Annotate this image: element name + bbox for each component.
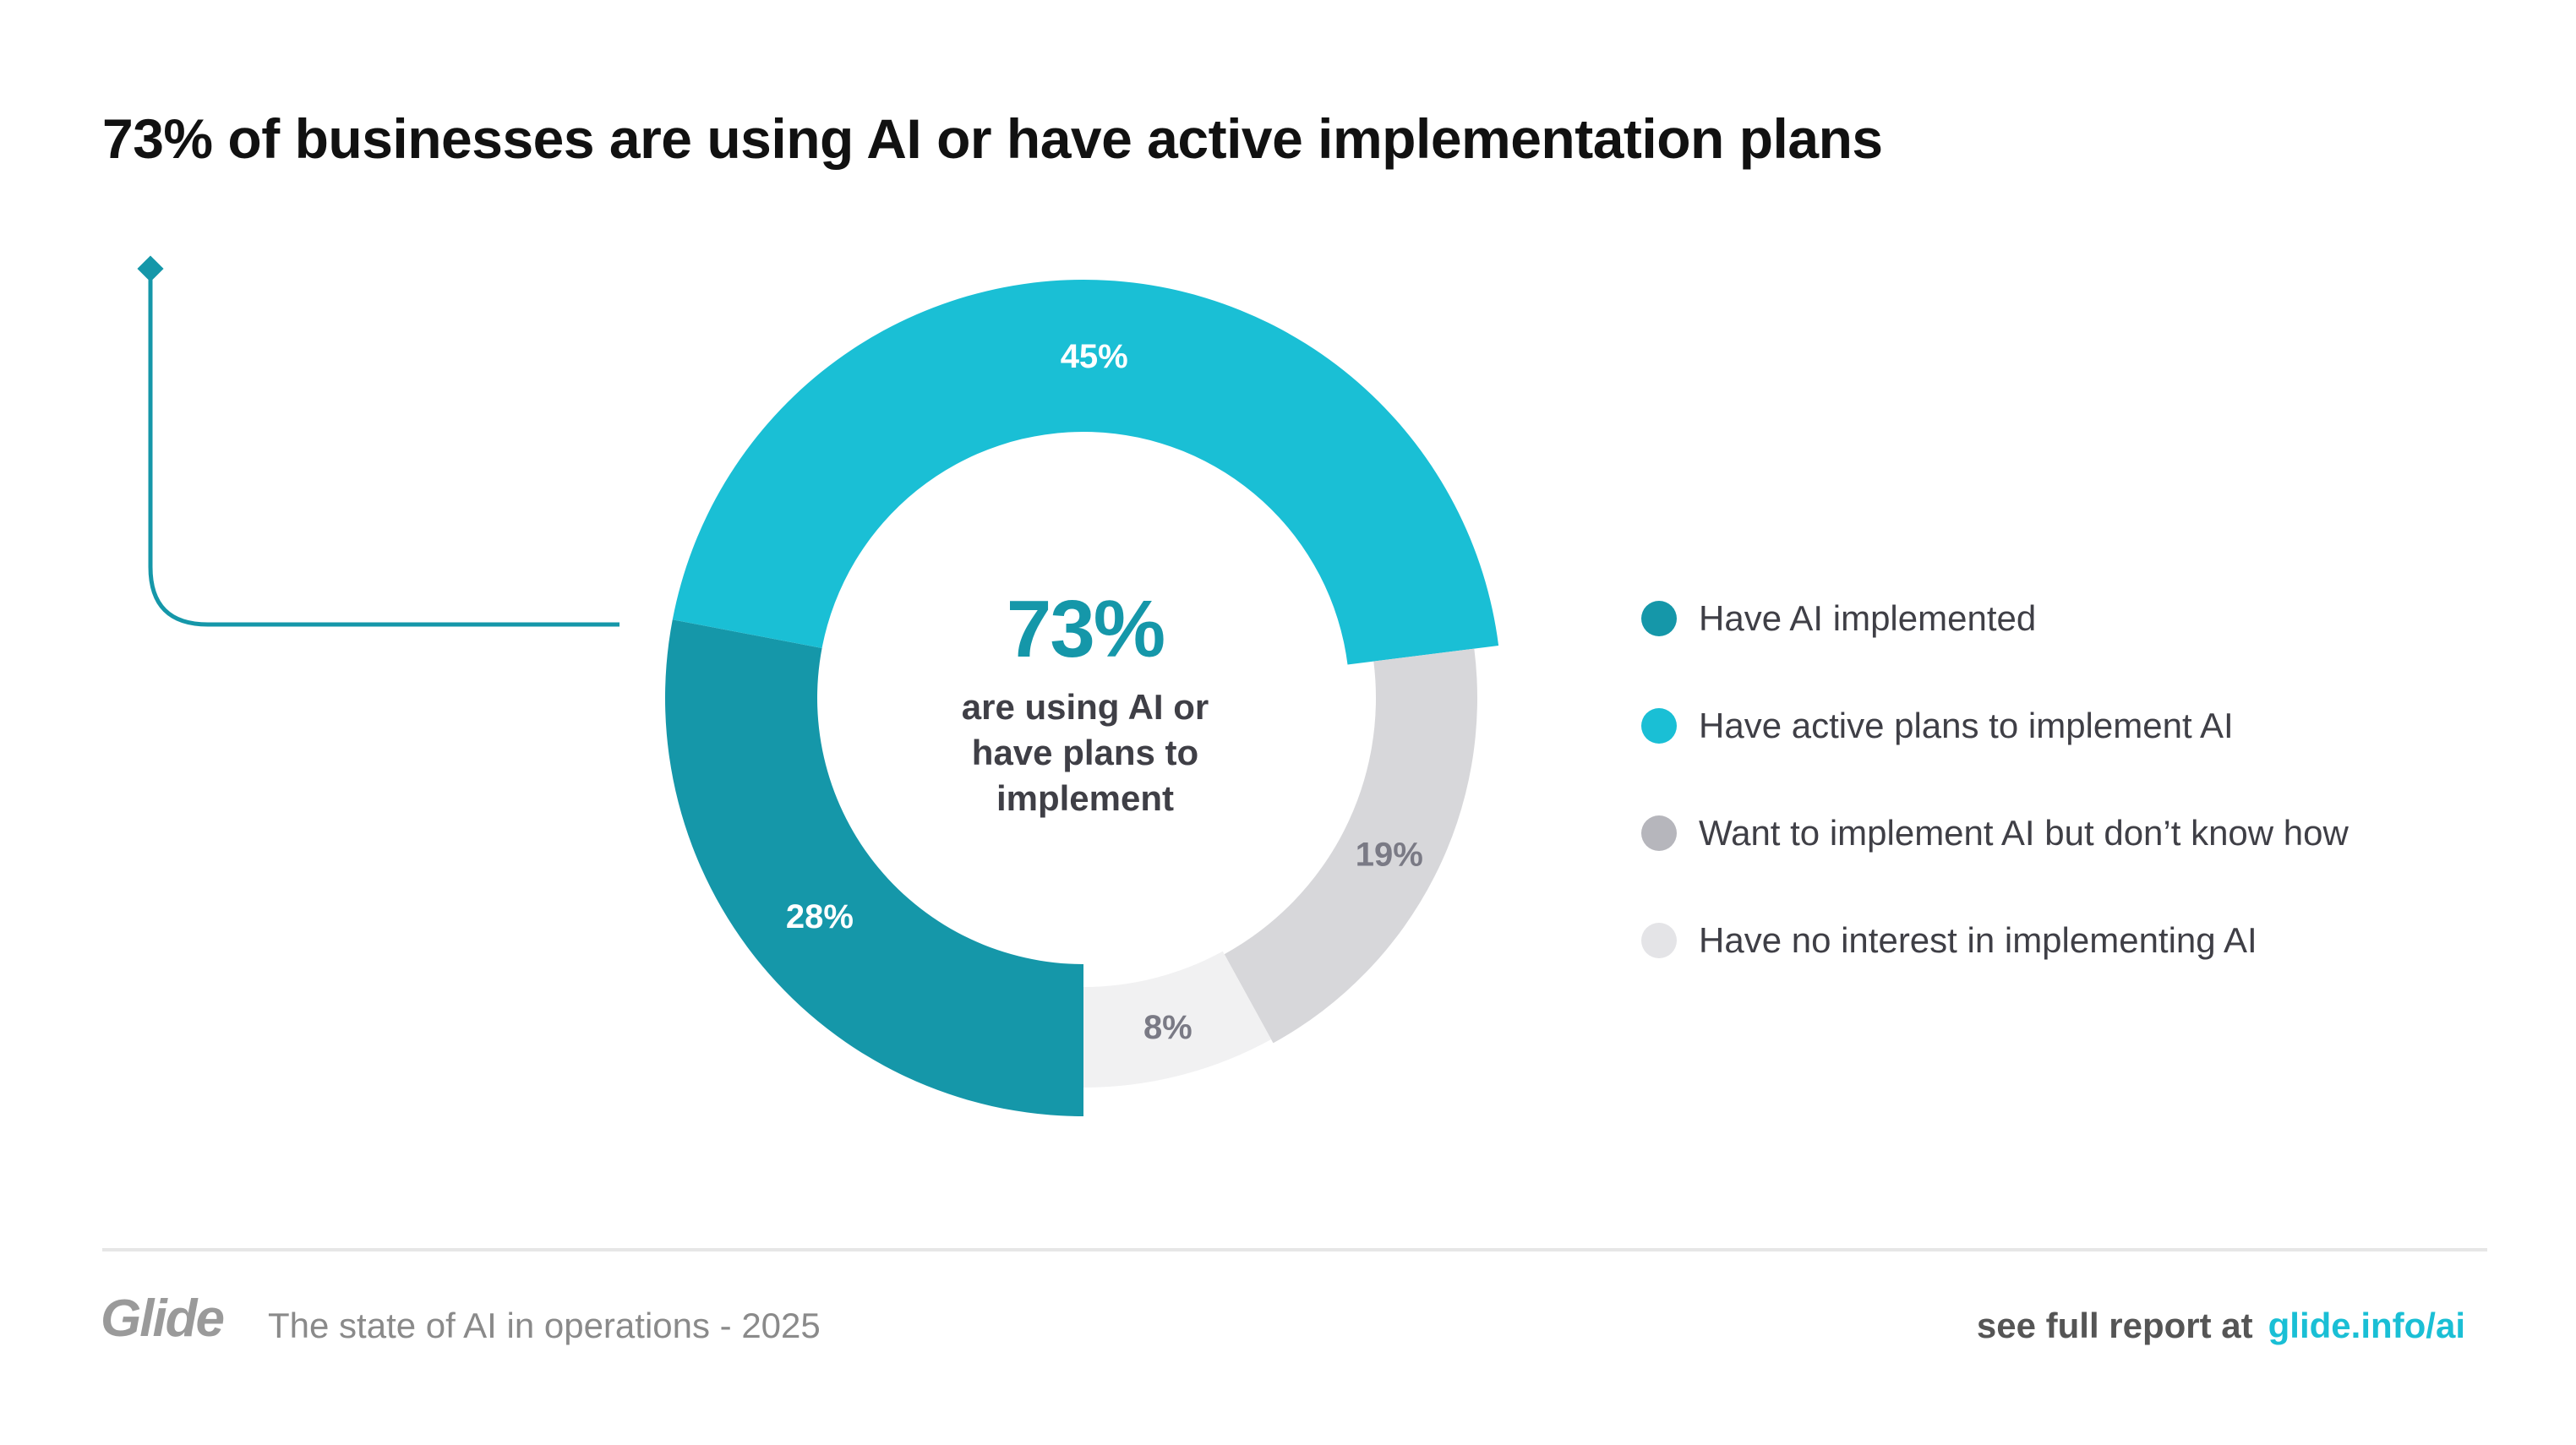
legend-dot-icon [1641, 600, 1677, 636]
cta-text: see full report at [1976, 1306, 2253, 1345]
legend-label: Have no interest in implementing AI [1699, 919, 2257, 960]
legend-dot-icon [1641, 707, 1677, 744]
footer-cta: see full report at glide.info/ai [1977, 1306, 2465, 1346]
slice-value-label: 19% [1356, 836, 1423, 873]
slice-value-label: 28% [786, 898, 854, 935]
decorative-connector [137, 255, 619, 627]
donut-slice [664, 619, 1083, 1116]
legend: Have AI implemented Have active plans to… [1641, 583, 2349, 994]
legend-label: Have AI implemented [1699, 597, 2037, 638]
slice-value-label: 8% [1143, 1009, 1192, 1046]
legend-item: Have no interest in implementing AI [1641, 886, 2349, 994]
donut-slice [672, 279, 1499, 665]
legend-item: Have AI implemented [1641, 564, 2349, 672]
center-caption-line: have plans to [971, 733, 1199, 772]
diamond-marker-icon [137, 255, 164, 282]
report-subtitle: The state of AI in operations - 2025 [268, 1306, 821, 1345]
legend-label: Have active plans to implement AI [1699, 705, 2234, 745]
center-value: 73% [1006, 584, 1165, 674]
center-caption-line: implement [996, 778, 1175, 818]
center-caption-line: are using AI or [961, 687, 1209, 727]
glide-logo: Glide [101, 1290, 225, 1348]
center-caption: are using AI or have plans to implement [916, 684, 1254, 821]
legend-dot-icon [1641, 815, 1677, 851]
legend-dot-icon [1641, 922, 1677, 958]
legend-label: Want to implement AI but don’t know how [1699, 812, 2349, 853]
slice-value-label: 45% [1061, 338, 1128, 375]
chart-title: 73% of businesses are using AI or have a… [102, 107, 1883, 170]
donut-slice [1083, 951, 1272, 1088]
footer-divider [102, 1248, 2487, 1251]
donut-slice [1224, 648, 1477, 1044]
legend-item: Want to implement AI but don’t know how [1641, 779, 2349, 886]
report-link[interactable]: glide.info/ai [2268, 1306, 2465, 1345]
legend-item: Have active plans to implement AI [1641, 672, 2349, 779]
